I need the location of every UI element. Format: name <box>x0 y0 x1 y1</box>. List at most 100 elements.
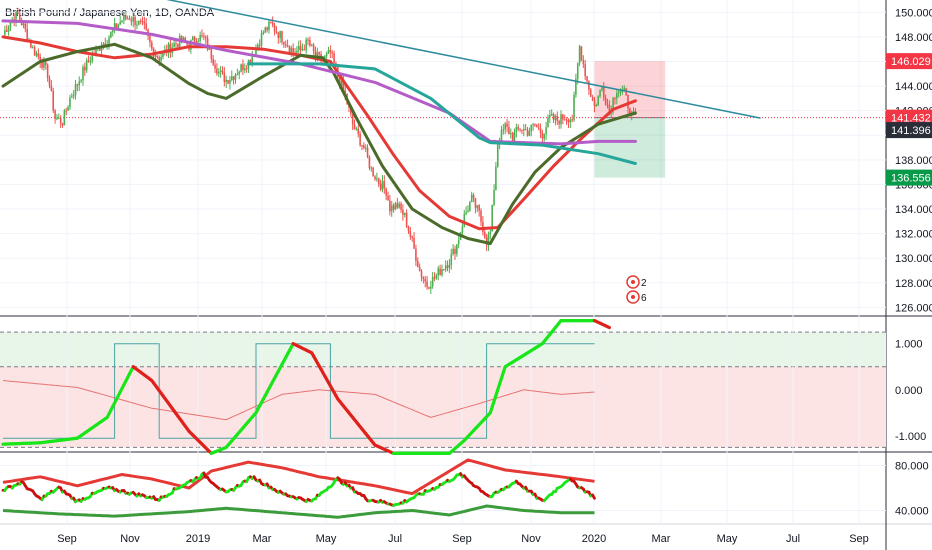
candle-body <box>612 98 614 111</box>
candle-body <box>552 113 555 120</box>
price-tag-label: 141.396 <box>891 125 931 137</box>
candle-body <box>279 31 281 38</box>
price-axis-label: 130.000 <box>895 253 932 265</box>
candle-body <box>63 110 66 126</box>
candle-body <box>547 117 549 128</box>
candle-body <box>617 91 620 94</box>
candle-body <box>450 254 453 265</box>
candle-body <box>415 248 417 261</box>
candle-body <box>292 48 294 53</box>
candle-body <box>217 72 220 74</box>
candle-body <box>201 35 203 37</box>
candle-body <box>623 88 626 91</box>
candle-body <box>329 50 332 53</box>
time-axis-label: 2019 <box>186 533 210 545</box>
candle-body <box>56 118 58 120</box>
candle-body <box>46 64 49 78</box>
price-tag-label: 136.556 <box>891 173 931 185</box>
candle-body <box>43 61 45 68</box>
candle-body <box>303 49 306 51</box>
candle-body <box>314 50 317 58</box>
candle-body <box>227 79 229 84</box>
time-axis-label: May <box>316 533 337 545</box>
candle-body <box>563 119 566 121</box>
candle-body <box>357 128 360 135</box>
overlay-layer: 26 <box>1 0 761 304</box>
candle-body <box>446 265 449 268</box>
candle-body <box>182 37 185 42</box>
candle-body <box>193 36 196 42</box>
candle-body <box>98 47 101 51</box>
candle-body <box>573 94 575 120</box>
candle-body <box>130 19 133 22</box>
candle-body <box>31 47 34 49</box>
candle-body <box>560 114 562 125</box>
candle-body <box>87 60 90 62</box>
candle-body <box>284 44 287 46</box>
bands-axis-label: 80.000 <box>895 461 929 473</box>
candle-body <box>398 203 400 208</box>
candle-body <box>353 124 356 130</box>
position-box-layer[interactable] <box>0 61 886 178</box>
candle-body <box>627 94 629 109</box>
candle-body <box>123 15 125 21</box>
take-profit-zone[interactable] <box>594 117 666 178</box>
candle-body <box>569 119 572 123</box>
candle-body <box>400 203 402 210</box>
candle-body <box>539 128 542 134</box>
candle-body <box>71 96 73 98</box>
candle-body <box>271 22 274 26</box>
candle-body <box>355 128 358 130</box>
candle-body <box>297 46 300 51</box>
candle-body <box>67 107 69 111</box>
candle-body <box>430 286 432 289</box>
candle-body <box>599 90 601 97</box>
candle-body <box>616 93 618 99</box>
price-axis-label: 144.000 <box>895 81 932 93</box>
candle-body <box>229 79 231 84</box>
candle-body <box>543 133 546 139</box>
candle-body <box>190 40 192 50</box>
candle-body <box>225 79 227 82</box>
event-label: 6 <box>641 293 647 304</box>
candle-body <box>452 248 454 255</box>
candle-body <box>327 50 330 54</box>
candle-body <box>461 226 464 233</box>
price-axis-label: 126.000 <box>895 302 932 314</box>
candle-body <box>409 231 412 237</box>
candle-body <box>556 115 559 122</box>
time-axis-label: Sep <box>57 533 77 545</box>
candle-body <box>139 20 142 22</box>
candle-body <box>394 203 397 210</box>
time-axis-label: Mar <box>652 533 671 545</box>
candle-body <box>463 213 466 227</box>
candle-body <box>156 55 159 58</box>
candle-body <box>37 53 40 57</box>
candle-body <box>385 188 387 196</box>
candle-body <box>407 226 410 232</box>
candle-body <box>299 46 302 51</box>
candle-body <box>65 110 68 112</box>
oscillator-main-segment <box>605 325 611 330</box>
price-axis-label: 132.000 <box>895 229 932 241</box>
candle-body <box>487 234 490 246</box>
candle-body <box>606 104 609 106</box>
time-axis-label: Nov <box>120 533 140 545</box>
candle-body <box>191 36 194 41</box>
candle-body <box>433 277 436 279</box>
trend-line[interactable] <box>115 0 761 119</box>
candle-body <box>305 39 307 51</box>
candle-body <box>632 111 635 113</box>
candle-body <box>578 46 581 64</box>
time-axis-label: Sep <box>849 533 869 545</box>
candle-body <box>372 167 374 177</box>
candle-body <box>110 31 112 38</box>
candle-body <box>491 204 493 232</box>
candle-body <box>619 91 622 93</box>
candle-body <box>240 64 242 72</box>
candle-body <box>39 56 41 63</box>
time-axis-label: Mar <box>253 533 272 545</box>
time-axis-label: Sep <box>452 533 472 545</box>
price-axis-label: 134.000 <box>895 204 932 216</box>
